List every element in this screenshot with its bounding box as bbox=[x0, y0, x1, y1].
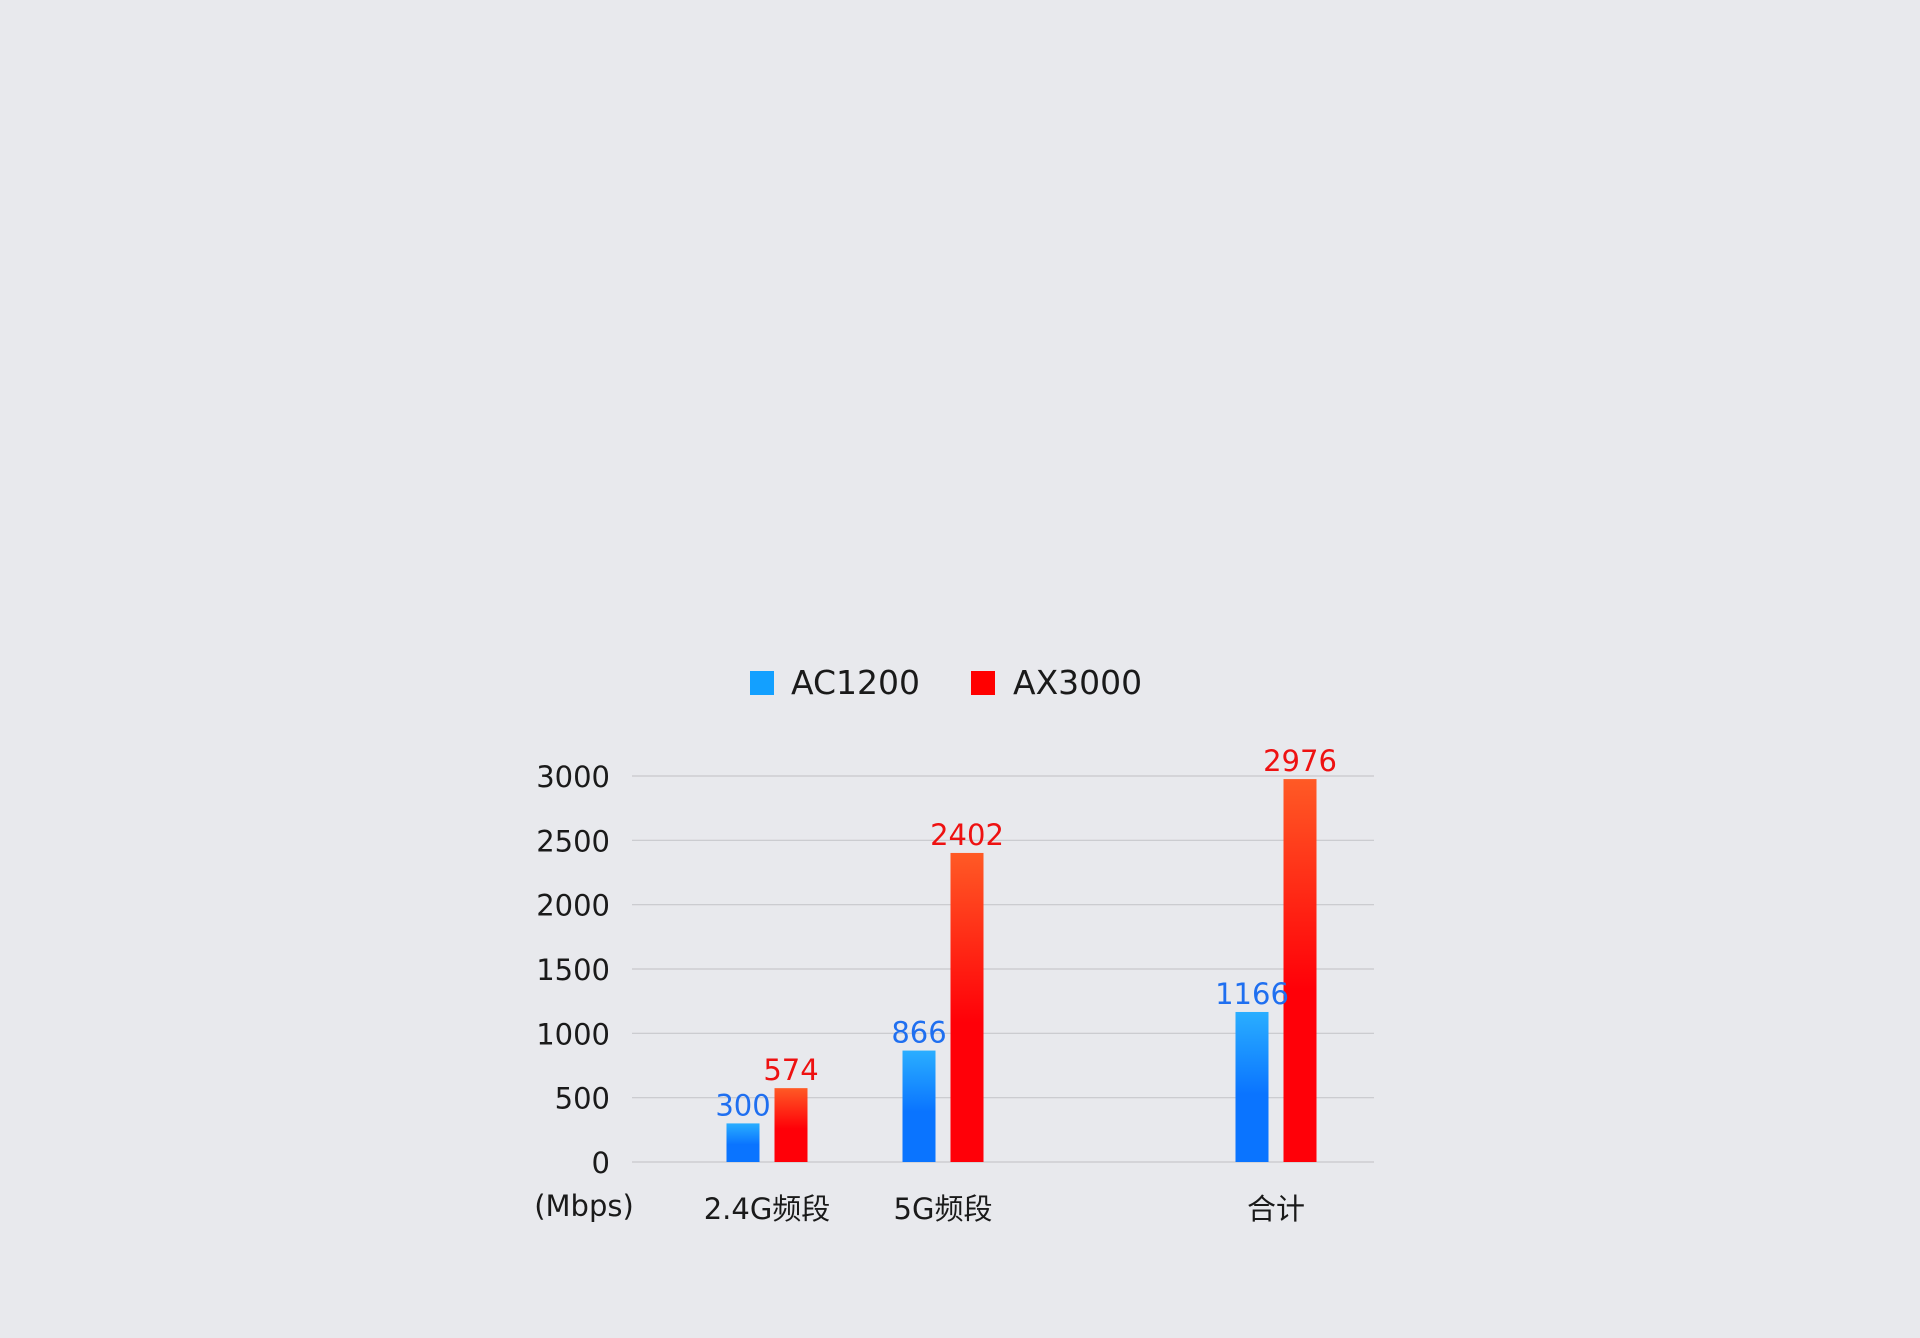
value-label-ac1200-0: 300 bbox=[715, 1088, 770, 1122]
bar-ac1200-2 bbox=[1235, 1011, 1269, 1162]
value-label-ax3000-1: 2402 bbox=[930, 818, 1004, 852]
bar-ax3000-0 bbox=[774, 1088, 808, 1162]
y-tick-label-0: 0 bbox=[592, 1146, 610, 1180]
legend-label-ac1200: AC1200 bbox=[791, 663, 920, 702]
bars bbox=[726, 779, 1317, 1162]
gridlines bbox=[632, 775, 1374, 1163]
x-tick-label-1: 5G频段 bbox=[894, 1192, 993, 1226]
bar-ax3000-2 bbox=[1283, 779, 1317, 1162]
y-tick-label-1500: 1500 bbox=[536, 953, 610, 987]
legend-swatch-ax3000 bbox=[971, 671, 995, 695]
y-axis-unit-label: (Mbps) bbox=[534, 1189, 634, 1223]
legend-label-ax3000: AX3000 bbox=[1013, 663, 1142, 702]
bar-ac1200-1 bbox=[902, 1050, 936, 1162]
x-tick-label-0: 2.4G频段 bbox=[704, 1192, 831, 1226]
legend-item-ax3000: AX3000 bbox=[971, 663, 1142, 702]
x-axis-category-labels: 2.4G频段 5G频段 合计 bbox=[704, 1192, 1305, 1226]
y-tick-label-1000: 1000 bbox=[536, 1017, 610, 1051]
value-label-ac1200-2: 1166 bbox=[1215, 977, 1289, 1011]
legend-swatch-ac1200 bbox=[750, 671, 774, 695]
legend: AC1200 AX3000 bbox=[750, 663, 1142, 702]
y-tick-label-500: 500 bbox=[555, 1082, 610, 1116]
y-tick-label-2000: 2000 bbox=[536, 889, 610, 923]
value-label-ac1200-1: 866 bbox=[891, 1016, 946, 1050]
y-tick-label-3000: 3000 bbox=[536, 760, 610, 794]
x-tick-label-2: 合计 bbox=[1247, 1192, 1305, 1226]
value-label-ax3000-2: 2976 bbox=[1263, 744, 1337, 778]
value-label-ax3000-0: 574 bbox=[763, 1053, 818, 1087]
legend-item-ac1200: AC1200 bbox=[750, 663, 920, 702]
bar-ac1200-0 bbox=[726, 1123, 760, 1162]
bar-ax3000-1 bbox=[950, 852, 984, 1162]
y-axis-tick-labels: 0 500 1000 1500 2000 2500 3000 bbox=[536, 760, 610, 1180]
y-tick-label-2500: 2500 bbox=[536, 824, 610, 858]
